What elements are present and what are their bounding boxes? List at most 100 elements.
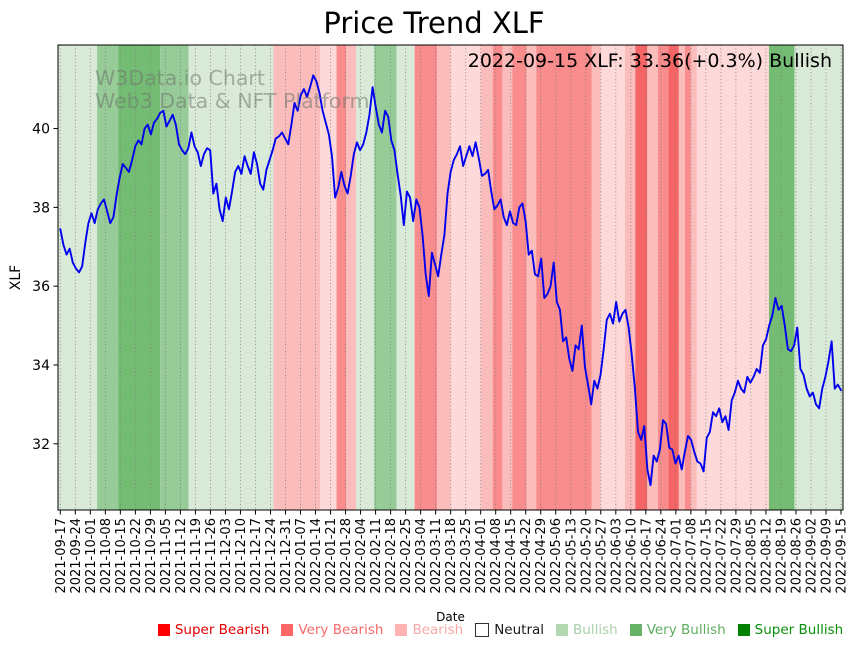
legend-swatch: [475, 623, 490, 637]
x-tick-label: 2022-03-18: [444, 518, 459, 594]
sentiment-bands: [58, 45, 843, 510]
x-tick-label: 2022-08-19: [774, 518, 789, 594]
y-tick-label: 36: [32, 279, 50, 295]
x-tick-label: 2021-11-05: [159, 518, 174, 594]
x-tick-label: 2022-01-28: [339, 518, 354, 594]
x-tick-label: 2022-02-18: [384, 518, 399, 594]
sentiment-band: [492, 45, 503, 510]
sentiment-band: [480, 45, 493, 510]
legend-item-neutral: Neutral: [475, 622, 544, 638]
x-tick-label: 2021-10-01: [84, 518, 99, 594]
x-tick-label: 2022-08-26: [789, 518, 804, 594]
sentiment-band: [58, 45, 98, 510]
x-tick-label: 2022-09-02: [804, 518, 819, 594]
x-tick-label: 2022-08-12: [759, 518, 774, 594]
chart-title: Price Trend XLF: [323, 6, 545, 40]
x-tick-label: 2022-04-15: [504, 518, 519, 594]
x-tick-label: 2021-10-08: [99, 518, 114, 594]
x-tick-label: 2022-08-05: [744, 518, 759, 594]
sentiment-band: [512, 45, 527, 510]
legend-swatch: [556, 624, 569, 636]
x-tick-label: 2021-12-31: [279, 518, 294, 594]
x-tick-label: 2022-06-10: [624, 518, 639, 594]
legend-label: Very Bullish: [646, 622, 726, 638]
x-axis-label: Date: [436, 610, 465, 624]
sentiment-band: [188, 45, 274, 510]
sentiment-band: [502, 45, 513, 510]
legend-item-super-bullish: Super Bullish: [737, 622, 843, 638]
x-tick-label: 2021-11-26: [204, 518, 219, 594]
x-tick-label: 2021-12-03: [219, 518, 234, 594]
price-line: [59, 74, 842, 487]
sentiment-band: [690, 45, 697, 510]
legend-label: Bearish: [412, 622, 464, 638]
x-tick-label: 2022-09-15: [835, 518, 850, 594]
sentiment-band: [624, 45, 636, 510]
sentiment-band: [356, 45, 375, 510]
x-tick-label: 2022-04-01: [474, 518, 489, 594]
x-tick-label: 2022-07-22: [714, 518, 729, 594]
x-tick-label: 2022-06-24: [654, 518, 669, 594]
legend-item-super-bearish: Super Bearish: [157, 622, 270, 638]
x-tick-label: 2022-02-25: [399, 518, 414, 594]
x-tick-label: 2022-03-11: [429, 518, 444, 594]
sentiment-band: [97, 45, 119, 510]
legend-swatch: [157, 624, 170, 636]
sentiment-band: [768, 45, 795, 510]
legend-swatch: [281, 624, 294, 636]
sentiment-band: [536, 45, 592, 510]
legend-swatch: [395, 624, 408, 636]
sentiment-band: [647, 45, 658, 510]
legend-item-bearish: Bearish: [395, 622, 463, 638]
x-tick-label: 2021-12-24: [264, 518, 279, 594]
sentiment-band: [346, 45, 357, 510]
x-tick-label: 2021-11-12: [174, 518, 189, 594]
x-tick-label: 2022-07-01: [669, 518, 684, 594]
x-tick-label: 2022-04-29: [534, 518, 549, 594]
sentiment-band: [336, 45, 347, 510]
legend-label: Super Bearish: [174, 622, 270, 638]
x-tick-label: 2022-07-29: [729, 518, 744, 594]
sentiment-band: [273, 45, 321, 510]
legend-swatch: [737, 624, 750, 636]
x-tick-label: 2022-02-04: [354, 518, 369, 594]
x-tick-label: 2021-12-10: [234, 518, 249, 594]
sentiment-band: [396, 45, 415, 510]
x-axis: 2021-09-17 2021-09-24 2021-10-01 2021-10-08…: [54, 510, 850, 594]
y-axis-label: XLF: [8, 265, 24, 290]
x-tick-label: 2022-05-27: [594, 518, 609, 594]
y-axis: 32 34 36 38 40: [32, 122, 58, 453]
sentiment-legend: Super Bearish Very Bearish Bearish Neutral B…: [150, 620, 851, 640]
x-tick-label: 2022-06-03: [609, 518, 624, 594]
y-tick-label: 34: [32, 358, 50, 374]
x-tick-label: 2021-12-17: [249, 518, 264, 594]
x-tick-label: 2022-05-20: [579, 518, 594, 594]
sentiment-band: [526, 45, 537, 510]
legend-item-bullish: Bullish: [556, 622, 618, 638]
x-tick-label: 2021-09-24: [69, 518, 84, 594]
sentiment-band: [635, 45, 648, 510]
x-tick-label: 2022-02-11: [369, 518, 384, 594]
x-tick-label: 2022-03-25: [459, 518, 474, 594]
y-tick-label: 32: [32, 437, 50, 453]
legend-label: Bullish: [573, 622, 618, 638]
sentiment-band: [696, 45, 769, 510]
x-tick-label: 2022-03-04: [414, 518, 429, 594]
x-tick-label: 2022-07-15: [699, 518, 714, 594]
legend-label: Very Bearish: [298, 622, 384, 638]
y-tick-label: 38: [32, 200, 50, 216]
sentiment-band: [591, 45, 601, 510]
x-tick-label: 2022-05-06: [549, 518, 564, 594]
x-tick-label: 2021-10-15: [114, 518, 129, 594]
sentiment-band: [668, 45, 679, 510]
sentiment-band: [600, 45, 625, 510]
x-tick-label: 2022-01-14: [309, 518, 324, 594]
legend-item-very-bullish: Very Bullish: [629, 622, 726, 638]
sentiment-band: [657, 45, 669, 510]
sentiment-band: [320, 45, 337, 510]
sentiment-band: [450, 45, 481, 510]
x-tick-label: 2022-04-08: [489, 518, 504, 594]
x-tick-label: 2022-05-13: [564, 518, 579, 594]
